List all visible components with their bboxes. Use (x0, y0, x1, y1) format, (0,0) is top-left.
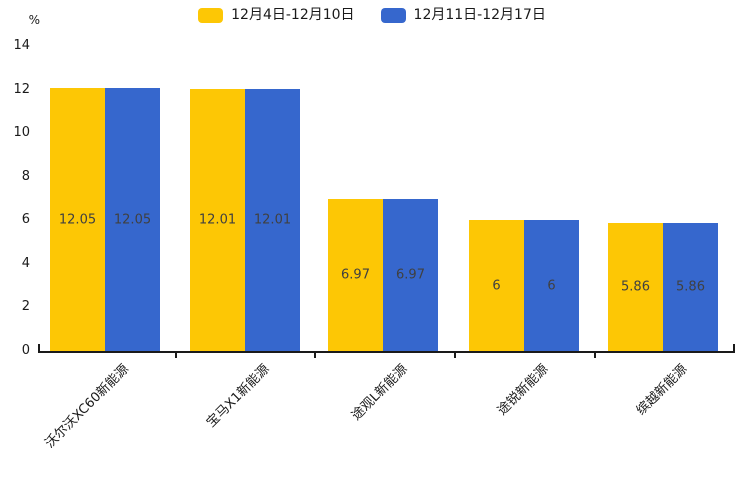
bar-group: 6.97 6.97 途观L新能源 (328, 46, 438, 424)
bar-series-2: 6 (524, 220, 579, 351)
bar-value-label: 12.01 (198, 212, 237, 228)
bar-series-2: 12.01 (245, 89, 300, 351)
plot-area: 0 2 4 6 8 10 12 14 12.05 12.05 沃尔沃XC60新能源 12.01 12.0… (13, 38, 735, 451)
legend-label-week1: 12月4日-12月10日 (231, 7, 355, 23)
legend-swatch-yellow-icon (198, 7, 224, 23)
bar-group: 6 6 途锐新能源 (469, 46, 579, 418)
x-axis-category-label: 沃尔沃XC60新能源 (42, 361, 133, 452)
x-axis-tick (593, 353, 596, 358)
bar-series-1: 6 (469, 220, 524, 351)
legend-swatch-blue-icon (380, 7, 406, 23)
y-axis-tick-label: 0 (21, 343, 30, 358)
y-axis-tick-label: 6 (21, 212, 30, 228)
bar-series-1: 6.97 (328, 199, 383, 351)
bar-series-2: 5.86 (663, 223, 718, 351)
bar-series-2: 12.05 (105, 88, 160, 351)
x-axis-category-label: 途锐新能源 (494, 361, 552, 419)
x-axis-line (38, 344, 735, 358)
bar-value-label: 6.97 (396, 267, 425, 283)
bar-series-1: 5.86 (608, 223, 663, 351)
x-axis-tick (453, 353, 456, 358)
y-axis-tick-label: 14 (13, 38, 30, 53)
x-axis-category-label: 缤越新能源 (633, 361, 691, 419)
legend-item-week1: 12月4日-12月10日 (198, 6, 355, 24)
bar-value-label: 12.05 (113, 212, 152, 228)
bar-group: 5.86 5.86 缤越新能源 (608, 46, 718, 418)
bar-group: 12.05 12.05 沃尔沃XC60新能源 (43, 46, 160, 451)
bar-value-label: 12.05 (58, 212, 97, 228)
y-axis-tick-label: 8 (21, 168, 30, 184)
bar-value-label: 6 (547, 278, 556, 294)
y-axis-tick-label: 12 (13, 81, 30, 97)
bar-series-1: 12.01 (190, 89, 245, 351)
x-axis-category-label: 宝马X1新能源 (203, 361, 273, 431)
x-axis-category-label: 途观L新能源 (348, 361, 411, 424)
x-axis-end-stub (38, 344, 40, 351)
bar-value-label: 6 (492, 278, 501, 294)
x-axis-tick (175, 353, 177, 358)
bar-value-label: 5.86 (676, 279, 705, 295)
legend-label-week2: 12月11日-12月17日 (413, 7, 546, 23)
y-axis-tick-label: 2 (21, 299, 30, 315)
bar-series-1: 12.05 (50, 88, 105, 351)
y-axis-tick-label: 10 (13, 125, 30, 141)
y-axis-unit-label: % (28, 13, 40, 27)
y-axis-tick-label: 4 (21, 255, 30, 271)
bar-series-2: 6.97 (383, 199, 438, 351)
bar-group: 12.01 12.01 宝马X1新能源 (190, 46, 300, 431)
bar-value-label: 5.86 (621, 279, 650, 295)
legend-item-week2: 12月11日-12月17日 (380, 6, 546, 24)
bar-value-label: 12.01 (253, 212, 292, 228)
x-axis-end-stub (733, 344, 735, 351)
x-axis-tick (314, 353, 316, 358)
legend: 12月4日-12月10日 12月11日-12月17日 (0, 6, 744, 24)
bar-value-label: 6.97 (341, 267, 370, 283)
